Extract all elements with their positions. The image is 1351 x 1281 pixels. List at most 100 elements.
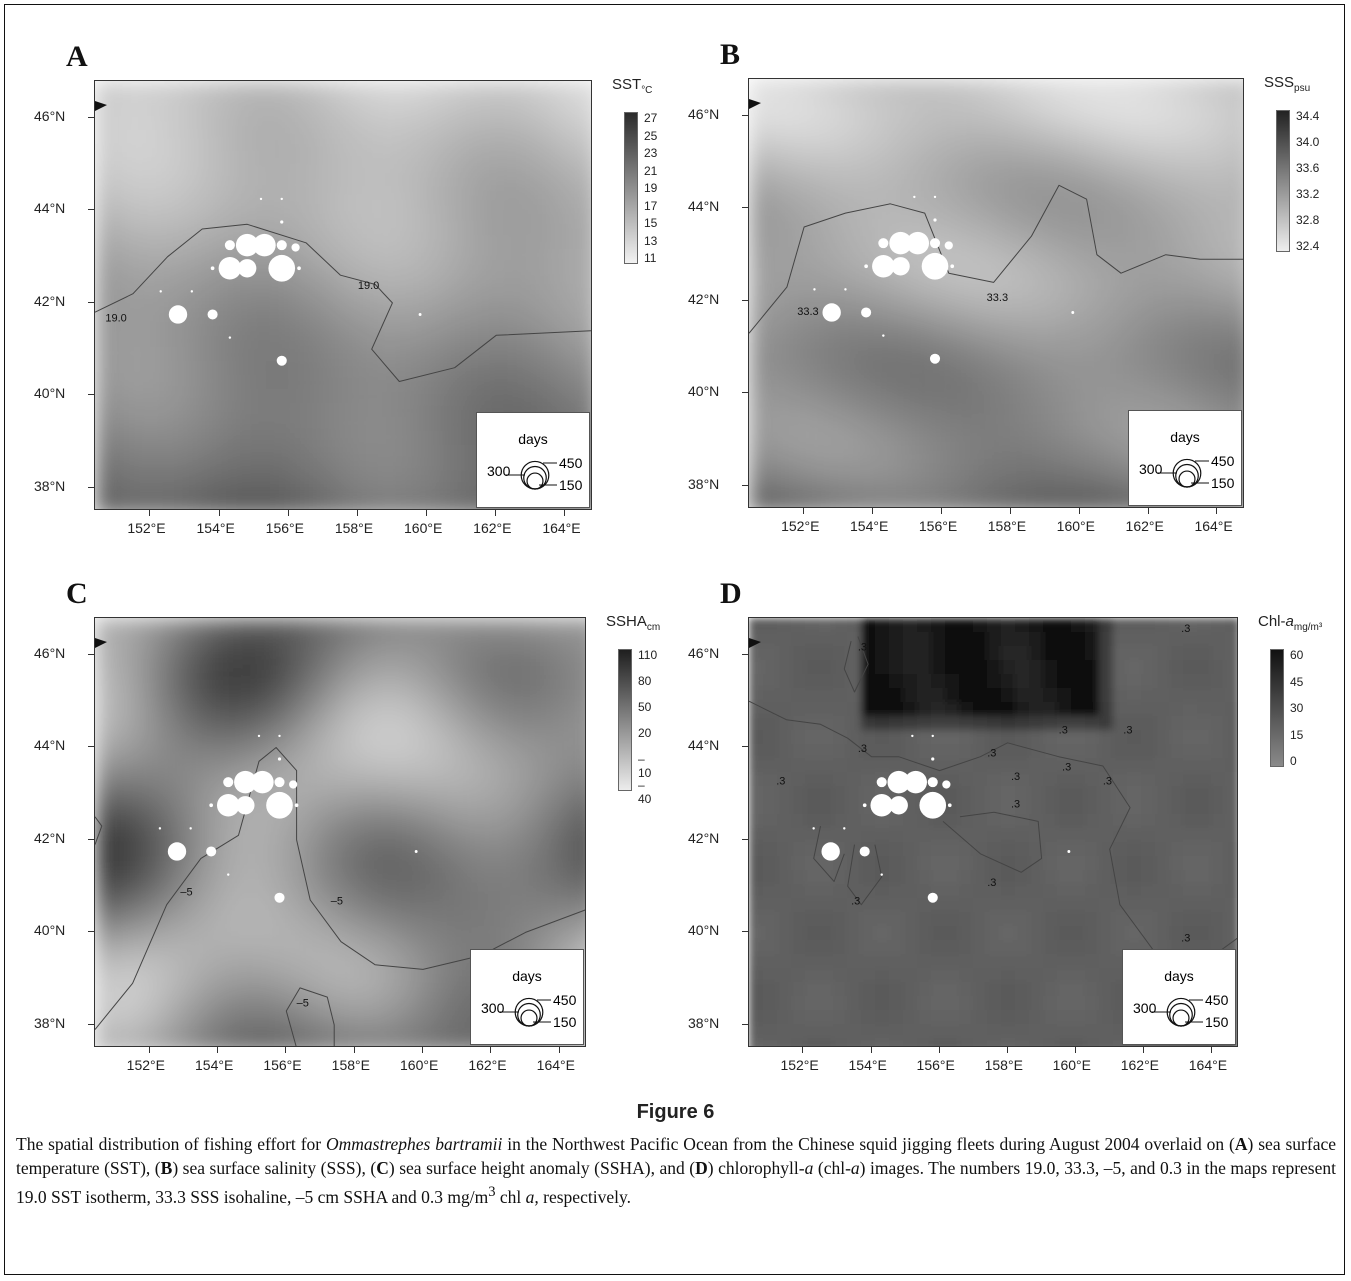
fishing-effort-point — [278, 735, 280, 737]
longitude-tick-label: 152°E — [127, 1057, 165, 1073]
latitude-tick-label: 40°N — [34, 385, 65, 401]
fishing-effort-point — [289, 780, 297, 788]
legend-value-label: 150 — [559, 477, 582, 493]
longitude-tick — [422, 1047, 423, 1053]
contour-label: 19.0 — [358, 280, 379, 292]
legend-value-label: 300 — [1133, 1000, 1156, 1016]
fishing-effort-point — [278, 757, 281, 760]
longitude-tick — [219, 510, 220, 516]
fishing-effort-point — [907, 232, 930, 255]
colorbar-title: SST°C — [612, 76, 652, 96]
longitude-tick — [495, 510, 496, 516]
latitude-tick-label: 44°N — [34, 737, 65, 753]
legend-circle — [521, 1010, 537, 1026]
legend-circle — [1179, 471, 1195, 487]
fishing-effort-point — [934, 196, 936, 198]
fishing-effort-point — [297, 266, 301, 270]
colorbar-tick-label: 23 — [644, 146, 657, 160]
latitude-tick-label: 38°N — [688, 476, 719, 492]
caption-fragment: 3 — [488, 1184, 495, 1200]
latitude-tick-label: 44°N — [688, 737, 719, 753]
longitude-tick-label: 162°E — [473, 520, 511, 536]
longitude-tick — [149, 510, 150, 516]
days-legend: days 300 450 150 — [470, 949, 584, 1045]
longitude-tick — [559, 1047, 560, 1053]
colorbar — [618, 649, 632, 791]
latitude-tick — [742, 746, 748, 747]
longitude-tick-label: 156°E — [917, 1057, 955, 1073]
fishing-effort-point — [160, 290, 162, 292]
contour-label: .3 — [851, 896, 860, 908]
longitude-tick-label: 164°E — [1194, 518, 1232, 534]
latitude-tick — [88, 394, 94, 395]
colorbar-tick-label: 13 — [644, 234, 657, 248]
fishing-effort-point — [209, 803, 213, 807]
caption-fragment: chl — [496, 1187, 526, 1207]
longitude-tick-label: 152°E — [780, 1057, 818, 1073]
colorbar-tick-label: 19 — [644, 181, 657, 195]
longitude-tick — [490, 1047, 491, 1053]
longitude-tick — [426, 510, 427, 516]
longitude-tick — [149, 1047, 150, 1053]
latitude-tick-label: 46°N — [34, 645, 65, 661]
fishing-effort-point — [281, 198, 283, 200]
fishing-effort-point — [890, 796, 908, 814]
contour-label: .3 — [776, 775, 785, 787]
longitude-tick-label: 160°E — [1053, 1057, 1091, 1073]
fishing-effort-point — [931, 757, 934, 760]
fishing-effort-point — [260, 198, 262, 200]
fishing-effort-point — [930, 354, 940, 364]
fishing-effort-point — [877, 777, 887, 787]
longitude-tick-label: 156°E — [263, 1057, 301, 1073]
fishing-effort-point — [159, 827, 161, 829]
contour-label: .3 — [1011, 771, 1020, 783]
fishing-effort-point — [217, 794, 240, 817]
contour-label: .3 — [987, 748, 996, 760]
fishing-effort-point — [236, 796, 254, 814]
caption-fragment: a — [851, 1158, 860, 1178]
latitude-tick-label: 46°N — [688, 645, 719, 661]
longitude-tick-label: 156°E — [266, 520, 304, 536]
panel-letter: A — [66, 40, 88, 74]
panel-letter: B — [720, 38, 740, 72]
legend-value-label: 150 — [1205, 1014, 1228, 1030]
caption-fragment: ) sea surface salinity (SSS), ( — [172, 1158, 376, 1178]
latitude-tick — [88, 654, 94, 655]
longitude-tick — [1211, 1047, 1212, 1053]
colorbar-tick-label: –40 — [638, 778, 651, 806]
longitude-tick — [872, 508, 873, 514]
colorbar-tick-label: 60 — [1290, 648, 1303, 662]
longitude-tick — [939, 1047, 940, 1053]
fishing-effort-point — [415, 850, 418, 853]
panel-letter: C — [66, 577, 88, 611]
caption-fragment: ) sea surface height anomaly (SSHA), and… — [389, 1158, 695, 1178]
caption-fragment: D — [695, 1158, 708, 1178]
longitude-tick — [1007, 1047, 1008, 1053]
figure-caption: The spatial distribution of fishing effo… — [16, 1132, 1336, 1209]
fishing-effort-point — [932, 735, 934, 737]
latitude-tick-label: 42°N — [34, 293, 65, 309]
fishing-effort-point — [812, 827, 814, 829]
fishing-effort-point — [813, 288, 815, 290]
contour-label: –5 — [297, 997, 309, 1009]
latitude-tick-label: 38°N — [34, 478, 65, 494]
fishing-effort-point — [878, 238, 888, 248]
fishing-effort-point — [843, 827, 845, 829]
longitude-tick-label: 158°E — [335, 520, 373, 536]
longitude-tick-label: 158°E — [332, 1057, 370, 1073]
fishing-effort-point — [268, 255, 295, 282]
contour-label: –5 — [180, 886, 192, 898]
latitude-tick-label: 38°N — [688, 1015, 719, 1031]
latitude-tick-label: 40°N — [688, 383, 719, 399]
fishing-effort-point — [928, 893, 938, 903]
legend-value-label: 150 — [1211, 475, 1234, 491]
contour-label: .3 — [1059, 725, 1068, 737]
fishing-effort-point — [844, 288, 846, 290]
contour-label: .3 — [1062, 762, 1071, 774]
longitude-tick-label: 164°E — [537, 1057, 575, 1073]
fishing-effort-point — [913, 196, 915, 198]
fishing-effort-point — [251, 771, 274, 794]
caption-fragment: C — [376, 1158, 389, 1178]
longitude-tick — [354, 1047, 355, 1053]
longitude-tick — [1216, 508, 1217, 514]
